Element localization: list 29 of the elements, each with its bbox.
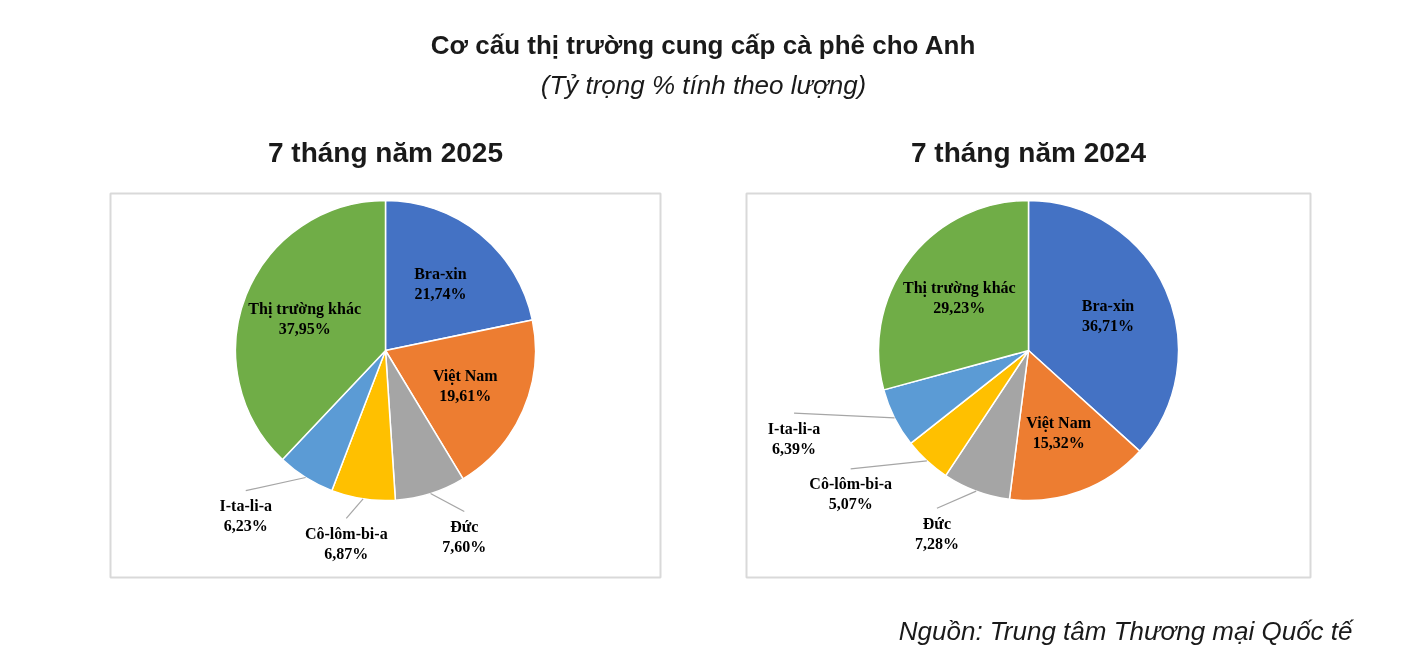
- slice-label: Thị trường khác: [903, 279, 1016, 298]
- data-label: 6,87%: [324, 544, 369, 562]
- slice-label: Việt Nam: [1026, 413, 1092, 432]
- slice-label: Thị trường khác: [248, 299, 362, 318]
- slice-label: Bra-xin: [1081, 296, 1135, 314]
- chart-title: 7 tháng năm 2024: [911, 137, 1147, 168]
- slice-label: Đức: [922, 514, 952, 532]
- data-label: 15,32%: [1032, 433, 1085, 451]
- data-label: 37,95%: [278, 319, 331, 337]
- text: (Tỷ trọng % tính theo lượng): [540, 69, 867, 100]
- data-label: 29,23%: [933, 299, 986, 317]
- slice-label: Đức: [450, 518, 479, 536]
- slice-label: I-ta-li-a: [219, 497, 272, 515]
- data-label: 6,39%: [772, 439, 817, 457]
- data-label: 7,28%: [914, 534, 959, 552]
- slice-label: Việt Nam: [432, 366, 499, 385]
- slice-label: Bra-xin: [414, 264, 467, 282]
- slice-label: Cô-lôm-bi-a: [809, 475, 893, 493]
- data-label: 6,23%: [223, 517, 268, 535]
- data-label: 5,07%: [828, 495, 873, 513]
- data-label: 36,71%: [1082, 316, 1135, 334]
- slice-label: I-ta-li-a: [767, 419, 821, 437]
- slice-label: Cô-lôm-bi-a: [304, 524, 388, 542]
- chart-title: 7 tháng năm 2025: [268, 137, 503, 168]
- text: Cơ cấu thị trường cung cấp cà phê cho Anh: [430, 29, 976, 60]
- text: Nguồn: Trung tâm Thương mại Quốc tế: [898, 615, 1355, 646]
- data-label: 19,61%: [439, 386, 492, 404]
- data-label: 7,60%: [442, 538, 487, 556]
- data-label: 21,74%: [414, 284, 467, 302]
